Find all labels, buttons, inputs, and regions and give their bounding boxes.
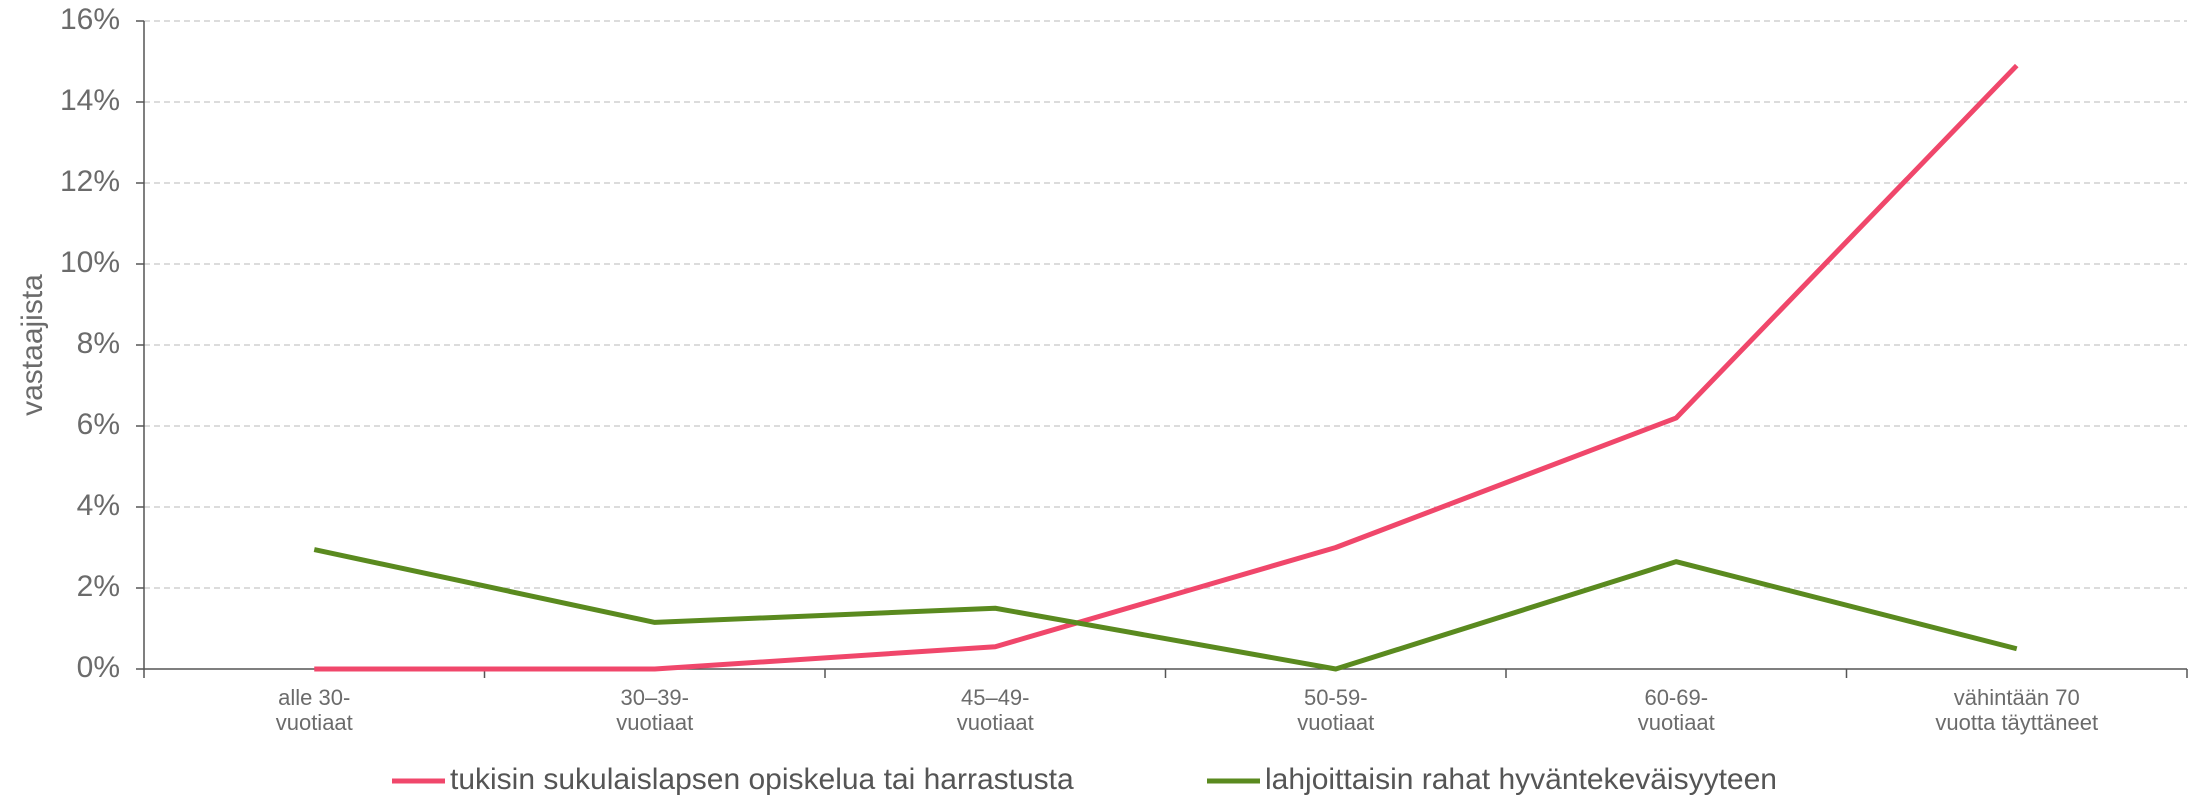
y-tick-label: 6% xyxy=(77,408,120,441)
data-line xyxy=(314,63,2019,672)
legend-label: lahjoittaisin rahat hyväntekeväisyyteen xyxy=(1265,763,1777,796)
x-tick-label: 50-59- xyxy=(1304,685,1368,710)
legend-label: tukisin sukulaislapsen opiskelua tai har… xyxy=(450,763,1074,796)
y-tick-label: 14% xyxy=(60,84,120,117)
y-tick-label: 12% xyxy=(60,165,120,198)
x-tick-label: vuotiaat xyxy=(616,710,693,735)
x-tick-label: vuotiaat xyxy=(957,710,1034,735)
x-tick-label: vuotiaat xyxy=(1297,710,1374,735)
y-tick-label: 0% xyxy=(77,651,120,684)
y-tick-label: 8% xyxy=(77,327,120,360)
x-tick-label: vuotiaat xyxy=(1638,710,1715,735)
x-tick-label: vähintään 70 xyxy=(1954,685,2080,710)
x-tick-label: 45–49- xyxy=(961,685,1030,710)
y-tick-label: 10% xyxy=(60,246,120,279)
x-tick-label: vuotta täyttäneet xyxy=(1935,710,2098,735)
y-axis-label: vastaajista xyxy=(16,274,49,416)
y-tick-label: 4% xyxy=(77,489,120,522)
x-tick-label: alle 30- xyxy=(278,685,350,710)
x-tick-label: 60-69- xyxy=(1644,685,1708,710)
x-tick-label: 30–39- xyxy=(620,685,689,710)
data-line xyxy=(313,547,2018,672)
x-tick-label: vuotiaat xyxy=(276,710,353,735)
y-tick-label: 16% xyxy=(60,3,120,36)
y-tick-label: 2% xyxy=(77,570,120,603)
